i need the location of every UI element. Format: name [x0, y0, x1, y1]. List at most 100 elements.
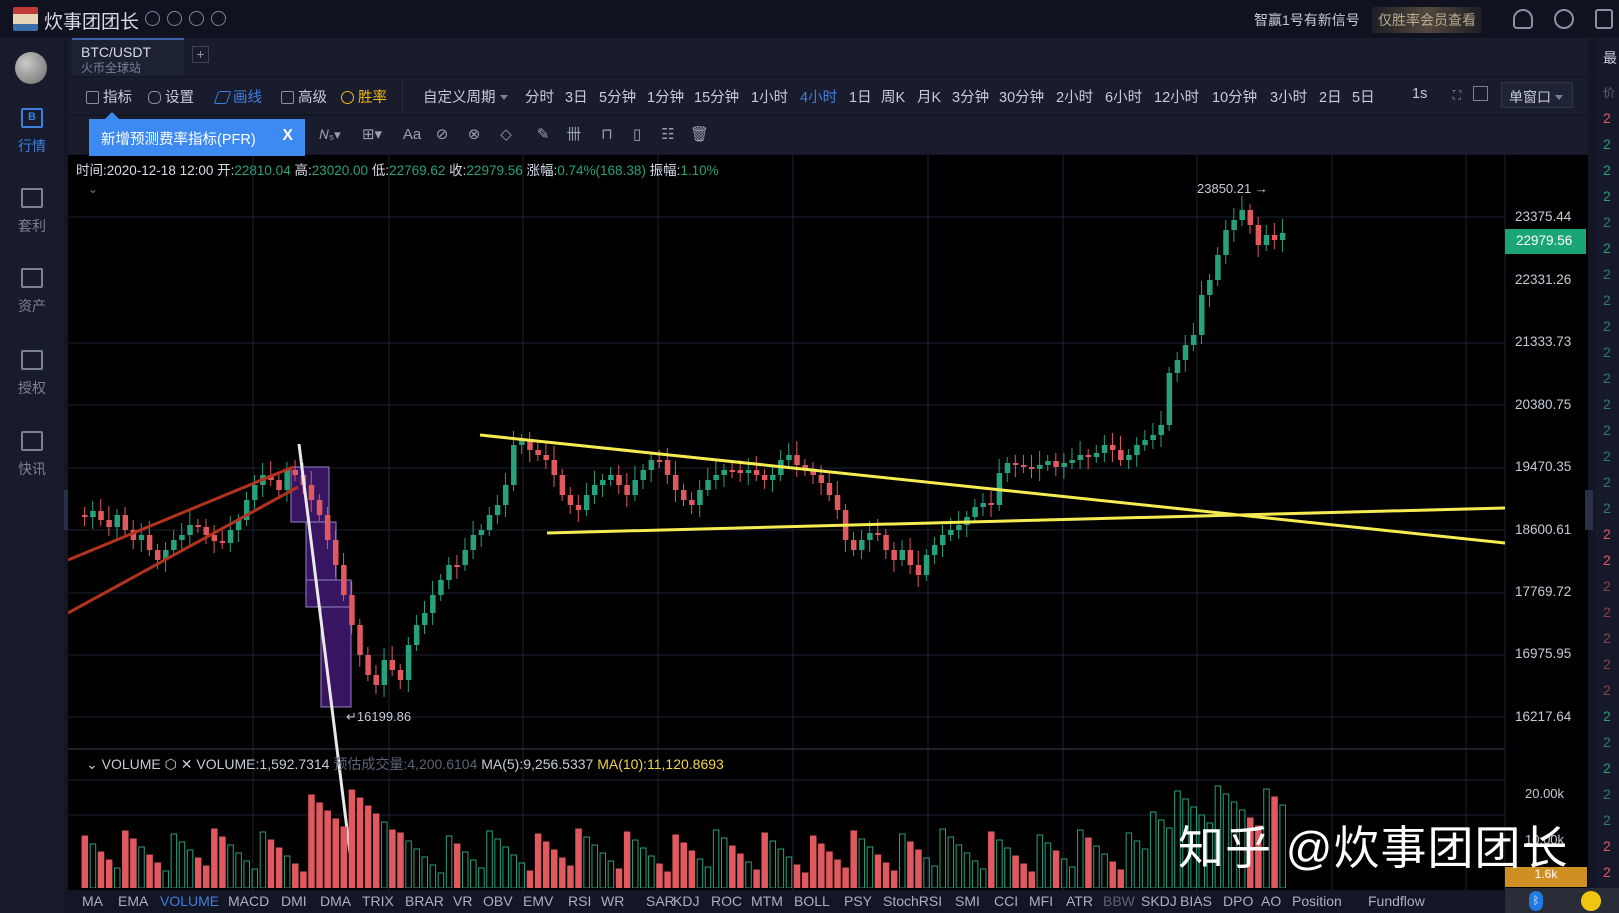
period-tab[interactable]: 12小时: [1154, 90, 1200, 106]
add-tab-button[interactable]: +: [192, 46, 209, 63]
period-tab[interactable]: 5分钟: [599, 90, 637, 106]
ruler-icon[interactable]: ◇: [500, 126, 512, 143]
sidebar-item-news[interactable]: 快讯: [0, 431, 64, 479]
indicator-tab-atr[interactable]: ATR: [1066, 893, 1093, 909]
chevron-down-icon[interactable]: ⌄: [88, 182, 99, 196]
signal-notice[interactable]: 智赢1号有新信号: [1254, 12, 1360, 28]
indicator-tab-kdj[interactable]: KDJ: [673, 893, 700, 909]
indicator-tab-dmi[interactable]: DMI: [281, 893, 307, 909]
vip-view-link[interactable]: 仅胜率会员查看: [1372, 7, 1482, 33]
chevron-down-icon[interactable]: ⌄: [86, 756, 102, 772]
gauge-icon[interactable]: [189, 11, 204, 26]
app-tray-icon[interactable]: [1581, 891, 1601, 911]
indicator-tab-skdj[interactable]: SKDJ: [1141, 893, 1177, 909]
winrate-button[interactable]: 胜率: [341, 86, 387, 107]
candle-pattern-icon[interactable]: 卌: [566, 126, 582, 143]
tooltip-arrow: [105, 112, 119, 119]
sidebar-item-arbitrage[interactable]: 套利: [0, 188, 64, 236]
fullscreen-icon[interactable]: ⛶: [1452, 88, 1462, 102]
indicator-tab-mfi[interactable]: MFI: [1029, 893, 1054, 909]
indicator-tab-cci[interactable]: CCI: [994, 893, 1019, 909]
period-tab[interactable]: 周K: [881, 90, 906, 106]
indicator-tab-position[interactable]: Position: [1292, 893, 1342, 909]
period-tab-active[interactable]: 4小时: [800, 90, 838, 106]
indicator-tab-stochrsi[interactable]: StochRSI: [883, 893, 943, 909]
draw-button[interactable]: 画线: [213, 86, 262, 107]
user-avatar[interactable]: [13, 7, 38, 31]
period-tab[interactable]: 5日: [1352, 90, 1375, 106]
shirt-icon[interactable]: [1595, 9, 1613, 29]
indicator-tab-macd[interactable]: MACD: [228, 893, 270, 909]
indicator-tab-bbw[interactable]: BBW: [1103, 893, 1135, 909]
period-tab[interactable]: 3分钟: [952, 90, 990, 106]
sidebar-item-auth[interactable]: 授权: [0, 350, 64, 398]
sidebar-item-assets[interactable]: 资产: [0, 268, 64, 316]
interval-1s[interactable]: 1s: [1412, 86, 1428, 102]
indicator-tab-boll[interactable]: BOLL: [794, 893, 830, 909]
right-collapse-handle[interactable]: [1585, 490, 1593, 530]
fib-wave-icon[interactable]: 𝑁₅▾: [319, 127, 341, 142]
text-icon[interactable]: Aa: [402, 126, 422, 143]
advanced-button[interactable]: 高级: [281, 86, 327, 107]
period-tab[interactable]: 30分钟: [999, 90, 1045, 106]
indicator-tab-volume[interactable]: VOLUME: [160, 893, 220, 909]
indicator-tab-trix[interactable]: TRIX: [362, 893, 394, 909]
trash-icon[interactable]: 🗑: [690, 126, 710, 143]
indicator-tab-obv[interactable]: OBV: [483, 893, 513, 909]
period-tab[interactable]: 10分钟: [1212, 90, 1258, 106]
indicator-tab-dpo[interactable]: DPO: [1223, 893, 1254, 909]
shield-percent-icon[interactable]: [167, 11, 182, 26]
period-tab[interactable]: 1分钟: [647, 90, 685, 106]
pen-icon[interactable]: ✎: [536, 126, 550, 143]
measure-box-icon[interactable]: ⊞▾: [361, 126, 383, 143]
period-tab[interactable]: 分时: [525, 90, 554, 106]
indicator-tab-psy[interactable]: PSY: [844, 893, 873, 909]
template-icon[interactable]: ☷: [661, 126, 675, 143]
add-window-icon[interactable]: [1473, 86, 1488, 101]
period-tab[interactable]: 15分钟: [694, 90, 740, 106]
volume-close-icon[interactable]: ✕: [180, 756, 197, 772]
indicator-tab-brar[interactable]: BRAR: [405, 893, 444, 909]
bookmark-icon[interactable]: ▯: [632, 126, 642, 143]
period-tab[interactable]: 月K: [917, 90, 942, 106]
indicator-tab-rsi[interactable]: RSI: [568, 893, 592, 909]
period-tab[interactable]: 2小时: [1056, 90, 1094, 106]
indicator-tab-ma[interactable]: MA: [82, 893, 103, 909]
custom-period-dropdown[interactable]: 自定义周期: [423, 86, 508, 107]
search-icon[interactable]: [1554, 9, 1574, 29]
eraser-icon[interactable]: ⊗: [467, 126, 481, 143]
indicator-tab-mtm[interactable]: MTM: [751, 893, 783, 909]
period-tab[interactable]: 3日: [565, 90, 588, 106]
indicator-tab-wr[interactable]: WR: [601, 893, 625, 909]
bell-icon[interactable]: [1513, 9, 1533, 29]
left-collapse-handle[interactable]: [64, 490, 69, 530]
symbol-tab-btc-usdt[interactable]: BTC/USDT 火币全球站: [72, 38, 184, 76]
settings-button[interactable]: 设置: [148, 86, 194, 107]
period-tab[interactable]: 6小时: [1105, 90, 1143, 106]
indicators-button[interactable]: 指标: [86, 86, 132, 107]
close-tooltip-button[interactable]: X: [282, 127, 293, 144]
indicator-tab-smi[interactable]: SMI: [955, 893, 980, 909]
indicator-tab-sar[interactable]: SAR: [646, 893, 675, 909]
badge-icon[interactable]: [145, 11, 160, 26]
volume-settings-icon[interactable]: ⬡: [164, 756, 181, 772]
period-tab[interactable]: 1日: [849, 90, 872, 106]
ruler-pattern-icon[interactable]: ⊘: [435, 126, 449, 143]
period-tab[interactable]: 3小时: [1270, 90, 1308, 106]
window-mode-select[interactable]: 单窗口: [1501, 82, 1573, 108]
indicator-tab-dma[interactable]: DMA: [320, 893, 352, 909]
period-tab[interactable]: 1小时: [751, 90, 789, 106]
indicator-tab-fundflow[interactable]: Fundflow: [1368, 893, 1425, 909]
lock-icon[interactable]: ⊓: [601, 126, 613, 143]
indicator-tab-vr[interactable]: VR: [453, 893, 473, 909]
chart-area[interactable]: [68, 155, 1588, 890]
indicator-tab-roc[interactable]: ROC: [711, 893, 743, 909]
sidebar-item-market[interactable]: B 行情: [0, 108, 64, 156]
indicator-tab-emv[interactable]: EMV: [523, 893, 554, 909]
period-tab[interactable]: 2日: [1319, 90, 1342, 106]
indicator-tab-ao[interactable]: AO: [1261, 893, 1282, 909]
bluetooth-icon[interactable]: ᛒ: [1529, 891, 1543, 911]
phone-icon[interactable]: [211, 11, 226, 26]
indicator-tab-bias[interactable]: BIAS: [1180, 893, 1212, 909]
indicator-tab-ema[interactable]: EMA: [118, 893, 149, 909]
